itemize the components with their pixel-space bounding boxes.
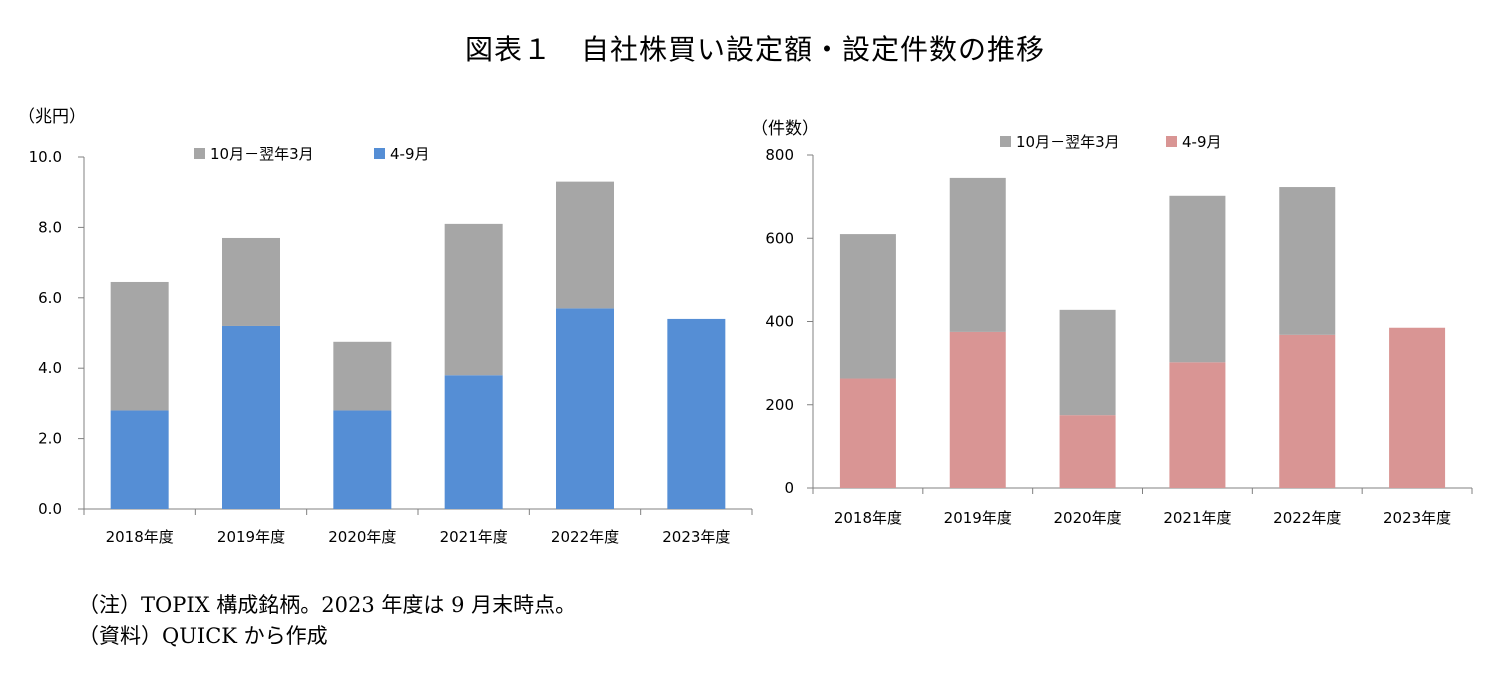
x-category-label: 2021年度 xyxy=(1163,509,1231,527)
y-tick-label: 200 xyxy=(765,396,794,414)
y-tick-label: 6.0 xyxy=(38,289,62,307)
x-category-label: 2019年度 xyxy=(944,509,1012,527)
bar-oct-mar xyxy=(110,281,169,411)
bar-oct-mar xyxy=(839,234,896,379)
bar-apr-sep xyxy=(333,410,392,509)
x-category-label: 2023年度 xyxy=(1383,509,1451,527)
note-line: （資料）QUICK から作成 xyxy=(78,624,328,648)
x-category-label: 2021年度 xyxy=(440,528,508,546)
legend-label: 10月－翌年3月 xyxy=(1016,133,1120,151)
x-category-label: 2018年度 xyxy=(106,528,174,546)
bar-apr-sep xyxy=(110,410,169,509)
bar-apr-sep xyxy=(1389,327,1446,488)
buyback-count-chart: （件数） 0 200 400 600 800 2018年度 2019年度 2020年度 2021年… xyxy=(760,119,1473,527)
x-category-label: 2018年度 xyxy=(834,509,902,527)
bar-apr-sep xyxy=(556,308,614,509)
y-tick-label: 4.0 xyxy=(38,359,62,377)
bar-oct-mar xyxy=(1169,195,1226,363)
bar-apr-sep xyxy=(949,331,1006,488)
y-tick-label: 0.0 xyxy=(38,500,62,518)
y-tick-label: 2.0 xyxy=(38,430,62,448)
bar-apr-sep xyxy=(1279,334,1336,488)
bar-oct-mar xyxy=(1279,187,1336,335)
x-category-label: 2020年度 xyxy=(1053,509,1121,527)
bar-apr-sep xyxy=(839,378,896,488)
x-category-label: 2019年度 xyxy=(217,528,285,546)
y-tick-label: 400 xyxy=(765,313,794,331)
x-category-label: 2022年度 xyxy=(551,528,619,546)
bar-oct-mar xyxy=(222,237,280,326)
page-title: 図表１ 自社株買い設定額・設定件数の推移 xyxy=(464,33,1045,66)
bar-oct-mar xyxy=(333,341,392,411)
legend-swatch xyxy=(194,148,205,159)
note-line: （注）TOPIX 構成銘柄。2023 年度は 9 月末時点。 xyxy=(78,593,577,617)
legend-label: 10月－翌年3月 xyxy=(210,145,314,163)
unit-label: （兆円） xyxy=(18,107,86,127)
bar-oct-mar xyxy=(1059,309,1116,416)
bar-oct-mar xyxy=(556,181,614,309)
x-category-label: 2020年度 xyxy=(328,528,396,546)
legend-swatch xyxy=(1166,136,1177,147)
x-category-label: 2023年度 xyxy=(662,528,730,546)
legend-label: 4-9月 xyxy=(390,145,430,163)
legend-label: 4-9月 xyxy=(1182,133,1222,151)
bar-apr-sep xyxy=(1169,362,1226,488)
bar-apr-sep xyxy=(222,325,280,509)
bar-apr-sep xyxy=(444,375,503,509)
y-tick-label: 8.0 xyxy=(38,218,62,236)
legend-swatch xyxy=(374,148,385,159)
bar-oct-mar xyxy=(444,223,503,376)
bar-apr-sep xyxy=(667,318,726,509)
y-tick-label: 0 xyxy=(784,479,794,497)
y-tick-label: 10.0 xyxy=(29,148,62,166)
bar-oct-mar xyxy=(949,177,1006,332)
legend-swatch xyxy=(1000,136,1011,147)
buyback-amount-chart: （兆円） 0.0 2.0 4.0 6.0 8.0 10.0 2018年度 2019年度 2020年… xyxy=(18,107,753,546)
unit-label: （件数） xyxy=(760,119,819,139)
x-category-label: 2022年度 xyxy=(1273,509,1341,527)
notes: （注）TOPIX 構成銘柄。2023 年度は 9 月末時点。 （資料）QUICK… xyxy=(78,590,576,652)
y-tick-label: 800 xyxy=(765,146,794,164)
bar-apr-sep xyxy=(1059,415,1116,488)
y-tick-label: 600 xyxy=(765,229,794,247)
